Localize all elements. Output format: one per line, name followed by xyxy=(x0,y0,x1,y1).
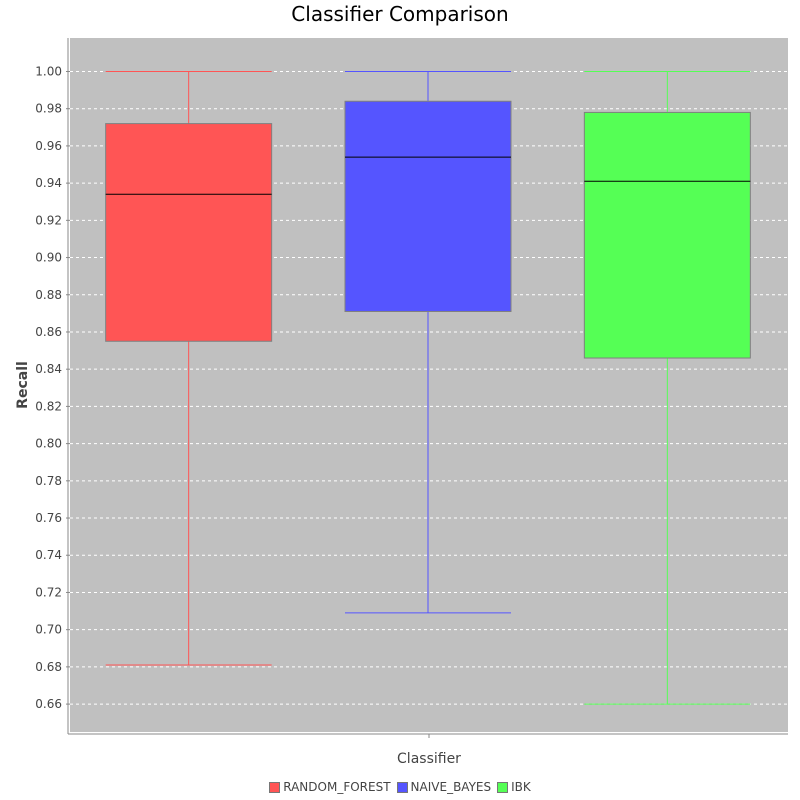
legend-label: RANDOM_FOREST xyxy=(283,780,391,794)
box-random-forest xyxy=(105,123,273,342)
legend-swatch xyxy=(269,781,281,793)
y-tick-label: 0.94 xyxy=(35,176,62,190)
legend-item-ibk: IBK xyxy=(497,780,531,794)
x-axis-label: Classifier xyxy=(397,751,461,767)
y-tick-label: 1.00 xyxy=(35,64,62,78)
legend-swatch xyxy=(497,781,509,793)
y-tick-label: 0.76 xyxy=(35,511,62,525)
y-tick-label: 0.82 xyxy=(35,399,62,413)
legend-item-random-forest: RANDOM_FOREST xyxy=(269,780,391,794)
legend-item-naive-bayes: NAIVE_BAYES xyxy=(396,780,492,794)
y-tick-label: 0.70 xyxy=(35,623,62,637)
legend-swatch xyxy=(396,781,408,793)
legend: RANDOM_FOREST NAIVE_BAYES IBK xyxy=(0,780,800,794)
y-tick-label: 0.98 xyxy=(35,102,62,116)
y-tick-label: 0.88 xyxy=(35,288,62,302)
legend-label: IBK xyxy=(511,780,531,794)
y-axis-label: Recall xyxy=(15,361,31,409)
legend-label: NAIVE_BAYES xyxy=(410,780,492,794)
box-naive-bayes xyxy=(344,100,512,313)
y-tick-label: 0.96 xyxy=(35,139,62,153)
y-tick-label: 0.84 xyxy=(35,362,62,376)
y-tick-label: 0.92 xyxy=(35,213,62,227)
y-tick-label: 0.68 xyxy=(35,660,62,674)
chart-title: Classifier Comparison xyxy=(291,2,509,26)
y-tick-label: 0.74 xyxy=(35,548,62,562)
y-tick-label: 0.72 xyxy=(35,585,62,599)
box-ibk xyxy=(583,111,751,359)
y-tick-label: 0.66 xyxy=(35,697,62,711)
y-tick-label: 0.90 xyxy=(35,251,62,265)
y-tick-label: 0.86 xyxy=(35,325,62,339)
y-tick-label: 0.80 xyxy=(35,437,62,451)
y-tick-label: 0.78 xyxy=(35,474,62,488)
